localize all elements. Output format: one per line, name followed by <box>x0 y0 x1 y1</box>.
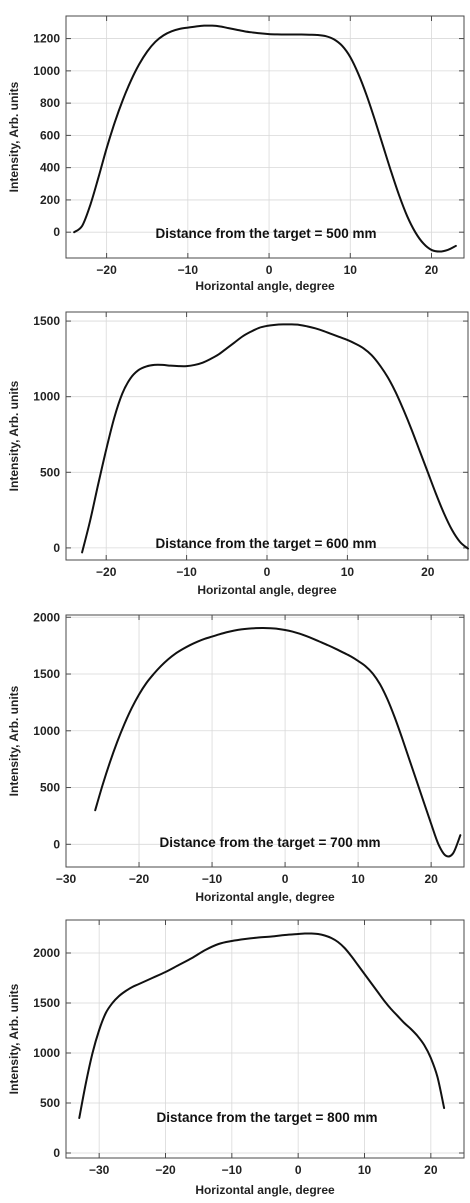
y-tick-label: 500 <box>40 465 60 479</box>
distance-annotation: Distance from the target = 500 mm <box>156 226 377 241</box>
y-axis-label: Intensity, Arb. units <box>7 983 21 1094</box>
plot-frame <box>65 919 465 1159</box>
x-axis-label: Horizontal angle, degree <box>195 1183 335 1197</box>
x-tick-label: −30 <box>89 1163 110 1177</box>
y-tick-label: 2000 <box>33 610 60 624</box>
x-tick-label: 10 <box>341 565 355 579</box>
chart-panel-500mm: −20 −10 0 10 20020040060080010001200Distance… <box>7 15 465 293</box>
x-axis-label: Horizontal angle, degree <box>195 890 335 904</box>
y-tick-label: 0 <box>53 225 60 239</box>
x-tick-label: 20 <box>421 565 435 579</box>
y-tick-label: 0 <box>53 541 60 555</box>
intensity-curve <box>94 627 462 858</box>
intensity-curve <box>78 932 446 1119</box>
x-tick-label: −20 <box>155 1163 176 1177</box>
distance-annotation: Distance from the target = 600 mm <box>156 536 377 551</box>
x-tick-label: −10 <box>222 1163 243 1177</box>
x-tick-label: 0 <box>264 565 271 579</box>
x-tick-label: −10 <box>202 872 223 886</box>
y-tick-label: 0 <box>53 837 60 851</box>
x-tick-label: 10 <box>344 263 358 277</box>
x-tick-label: 10 <box>351 872 365 886</box>
chart-panel-800mm: −30 −20 −10 0 10 20 0 500 1000 1500 2000 Distance f… <box>7 919 465 1197</box>
y-tick-label: 800 <box>40 96 60 110</box>
x-tick-label: −20 <box>96 263 117 277</box>
y-tick-label: 1000 <box>33 390 60 404</box>
y-tick-label: 1000 <box>33 724 60 738</box>
y-tick-label: 500 <box>40 781 60 795</box>
y-tick-label: 400 <box>40 161 60 175</box>
y-tick-label: 500 <box>40 1096 60 1110</box>
x-axis-label: Horizontal angle, degree <box>195 279 335 293</box>
chart-panel-700mm: −30 −20 −10 0 10 20 0 500 1000 1500 2000 Distance f… <box>7 610 465 904</box>
plot-frame <box>65 614 465 868</box>
y-tick-label: 0 <box>53 1146 60 1160</box>
x-tick-label: 10 <box>358 1163 372 1177</box>
x-tick-label: −30 <box>56 872 77 886</box>
x-tick-label: −20 <box>96 565 117 579</box>
chart-panel-600mm: −20 −10 0 10 20 0 500 1000 1500 Distance from the… <box>7 311 469 597</box>
y-tick-label: 1500 <box>33 314 60 328</box>
y-tick-label: 1200 <box>33 32 60 46</box>
intensity-curve <box>81 323 469 554</box>
y-tick-label: 2000 <box>33 946 60 960</box>
y-tick-label: 1500 <box>33 667 60 681</box>
y-tick-label: 1500 <box>33 996 60 1010</box>
y-axis-label: Intensity, Arb. units <box>7 685 21 796</box>
y-axis-label: Intensity, Arb. units <box>7 380 21 491</box>
x-tick-label: 0 <box>266 263 273 277</box>
y-tick-label: 1000 <box>33 1046 60 1060</box>
plot-frame <box>65 15 465 259</box>
y-axis-label: Intensity, Arb. units <box>7 81 21 192</box>
x-tick-label: 0 <box>295 1163 302 1177</box>
x-tick-label: −20 <box>129 872 150 886</box>
x-tick-label: −10 <box>176 565 197 579</box>
x-tick-label: 20 <box>424 872 438 886</box>
x-tick-label: −10 <box>178 263 199 277</box>
x-tick-label: 20 <box>425 263 439 277</box>
x-tick-label: 0 <box>282 872 289 886</box>
y-tick-label: 200 <box>40 193 60 207</box>
distance-annotation: Distance from the target = 800 mm <box>157 1110 378 1125</box>
y-tick-label: 1000 <box>33 64 60 78</box>
y-tick-label: 600 <box>40 128 60 142</box>
distance-annotation: Distance from the target = 700 mm <box>160 835 381 850</box>
x-axis-label: Horizontal angle, degree <box>197 583 337 597</box>
x-tick-label: 20 <box>424 1163 438 1177</box>
intensity-curve <box>73 24 457 253</box>
